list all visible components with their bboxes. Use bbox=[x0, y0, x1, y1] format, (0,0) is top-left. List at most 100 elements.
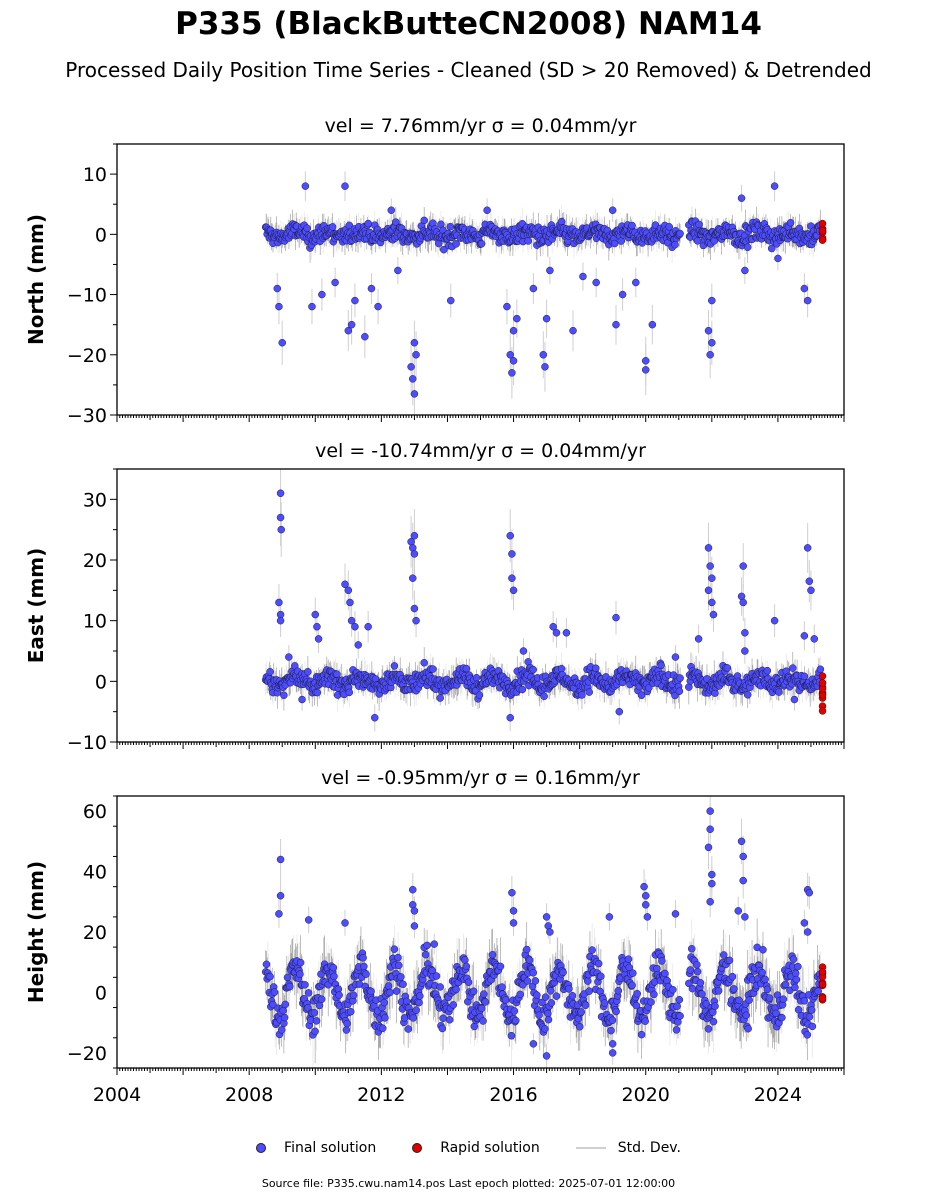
data-point-517 bbox=[637, 691, 646, 699]
outlier-point-37 bbox=[612, 320, 620, 329]
outlier-point-0 bbox=[276, 489, 285, 498]
data-point-569 bbox=[675, 687, 684, 695]
data-point-121 bbox=[349, 991, 358, 1000]
data-point-571 bbox=[685, 683, 693, 691]
outlier-point-25 bbox=[508, 369, 516, 377]
data-point-135 bbox=[360, 962, 368, 971]
outlier-point-6 bbox=[331, 278, 339, 287]
outlier-point-20 bbox=[412, 351, 420, 359]
data-point-12 bbox=[270, 988, 279, 996]
figure-title: P335 (BlackButteCN2008) NAM14 bbox=[175, 6, 762, 42]
rapid-point-10 bbox=[818, 227, 827, 235]
outlier-point-18 bbox=[410, 390, 419, 398]
rapid-point-9 bbox=[818, 679, 827, 687]
data-point-279 bbox=[464, 978, 473, 987]
outlier-point-33 bbox=[552, 629, 561, 637]
outlier-point-11 bbox=[361, 332, 369, 341]
data-point-679 bbox=[763, 666, 772, 675]
outlier-point-8 bbox=[311, 610, 320, 619]
data-point-59 bbox=[304, 989, 313, 997]
data-point-244 bbox=[439, 1014, 447, 1023]
y-axis: 30 20 10 0 −10 bbox=[67, 468, 117, 754]
outlier-point-21 bbox=[410, 550, 419, 558]
data-point-254 bbox=[446, 222, 455, 231]
outlier-point-51 bbox=[803, 544, 812, 552]
data-point-57 bbox=[303, 224, 311, 232]
outlier-point-55 bbox=[810, 635, 819, 643]
data-point-101 bbox=[335, 991, 343, 999]
data-point-685 bbox=[767, 244, 776, 253]
data-point-92 bbox=[328, 223, 337, 231]
outlier-point-2 bbox=[278, 338, 286, 347]
x-axis bbox=[116, 742, 845, 749]
data-point-323 bbox=[496, 962, 505, 971]
data-point-563 bbox=[671, 240, 679, 249]
data-point-624 bbox=[723, 664, 732, 672]
data-point-58 bbox=[304, 668, 312, 676]
data-point-117 bbox=[347, 1007, 355, 1016]
data-point-240 bbox=[436, 983, 444, 991]
data-point-344 bbox=[512, 1016, 520, 1025]
outlier-point-27 bbox=[508, 550, 516, 558]
data-point-361 bbox=[524, 237, 532, 245]
data-point-218 bbox=[420, 216, 428, 225]
y-tick-label: −10 bbox=[67, 285, 107, 307]
outlier-point-40 bbox=[706, 562, 714, 570]
outlier-point-45 bbox=[706, 351, 714, 359]
outlier-point-41 bbox=[708, 574, 716, 582]
outlier-point-7 bbox=[298, 695, 306, 704]
outlier-point-36 bbox=[615, 707, 624, 716]
outlier-point-29 bbox=[509, 586, 518, 595]
outlier-point-7 bbox=[341, 182, 349, 190]
outlier-point-5 bbox=[276, 616, 285, 625]
data-point-212 bbox=[416, 992, 424, 1000]
data-point-115 bbox=[345, 221, 354, 230]
x-axis bbox=[116, 415, 845, 422]
outlier-point-50 bbox=[770, 616, 779, 625]
outlier-point-36 bbox=[592, 278, 600, 287]
data-point-243 bbox=[438, 1024, 447, 1033]
outlier-point-13 bbox=[346, 598, 354, 607]
data-point-338 bbox=[507, 1031, 516, 1040]
outlier-point-28 bbox=[513, 314, 521, 323]
data-point-480 bbox=[610, 239, 619, 248]
outlier-point-52 bbox=[800, 284, 809, 293]
data-point-112 bbox=[343, 1019, 351, 1028]
panel-east: 30 20 10 0 −10 vel = -10.74mm/yr σ = 0.04mm/y… bbox=[24, 440, 845, 754]
data-point-67 bbox=[310, 1009, 319, 1017]
outlier-point-45 bbox=[739, 562, 747, 570]
outlier-point-25 bbox=[412, 616, 420, 625]
data-point-74 bbox=[315, 1001, 324, 1010]
rapid-point-9 bbox=[818, 219, 827, 228]
outlier-point-34 bbox=[569, 326, 577, 335]
data-point-71 bbox=[313, 688, 322, 697]
outlier-point-48 bbox=[741, 629, 749, 637]
data-point-262 bbox=[452, 985, 460, 994]
outlier-point-39 bbox=[704, 544, 713, 552]
data-point-138 bbox=[362, 970, 370, 978]
outlier-point-17 bbox=[409, 375, 417, 383]
outlier-point-24 bbox=[506, 351, 514, 359]
data-point-585 bbox=[695, 220, 703, 229]
data-point-454 bbox=[592, 664, 600, 673]
outlier-point-56 bbox=[790, 695, 799, 704]
outlier-point-12 bbox=[367, 284, 376, 293]
outlier-point-23 bbox=[503, 302, 511, 311]
outlier-point-30 bbox=[506, 713, 514, 722]
panel-north: 10 0 −10 −20 −30 vel = 7.76mm/yr σ = 0.04mm/y… bbox=[24, 115, 845, 427]
data-point-294 bbox=[475, 691, 484, 699]
outlier-point-1 bbox=[276, 513, 285, 522]
data-point-93 bbox=[329, 963, 338, 972]
data-point-276 bbox=[462, 962, 471, 971]
data-point-383 bbox=[540, 692, 548, 700]
data-point-196 bbox=[404, 1025, 412, 1033]
final-solution-points bbox=[261, 489, 825, 722]
outlier-point-31 bbox=[519, 647, 528, 655]
outlier-point-4 bbox=[308, 302, 316, 311]
data-point-68 bbox=[311, 1027, 319, 1036]
plot-area bbox=[261, 796, 827, 1068]
y-tick-label: −30 bbox=[67, 405, 107, 427]
data-point-220 bbox=[421, 950, 430, 959]
